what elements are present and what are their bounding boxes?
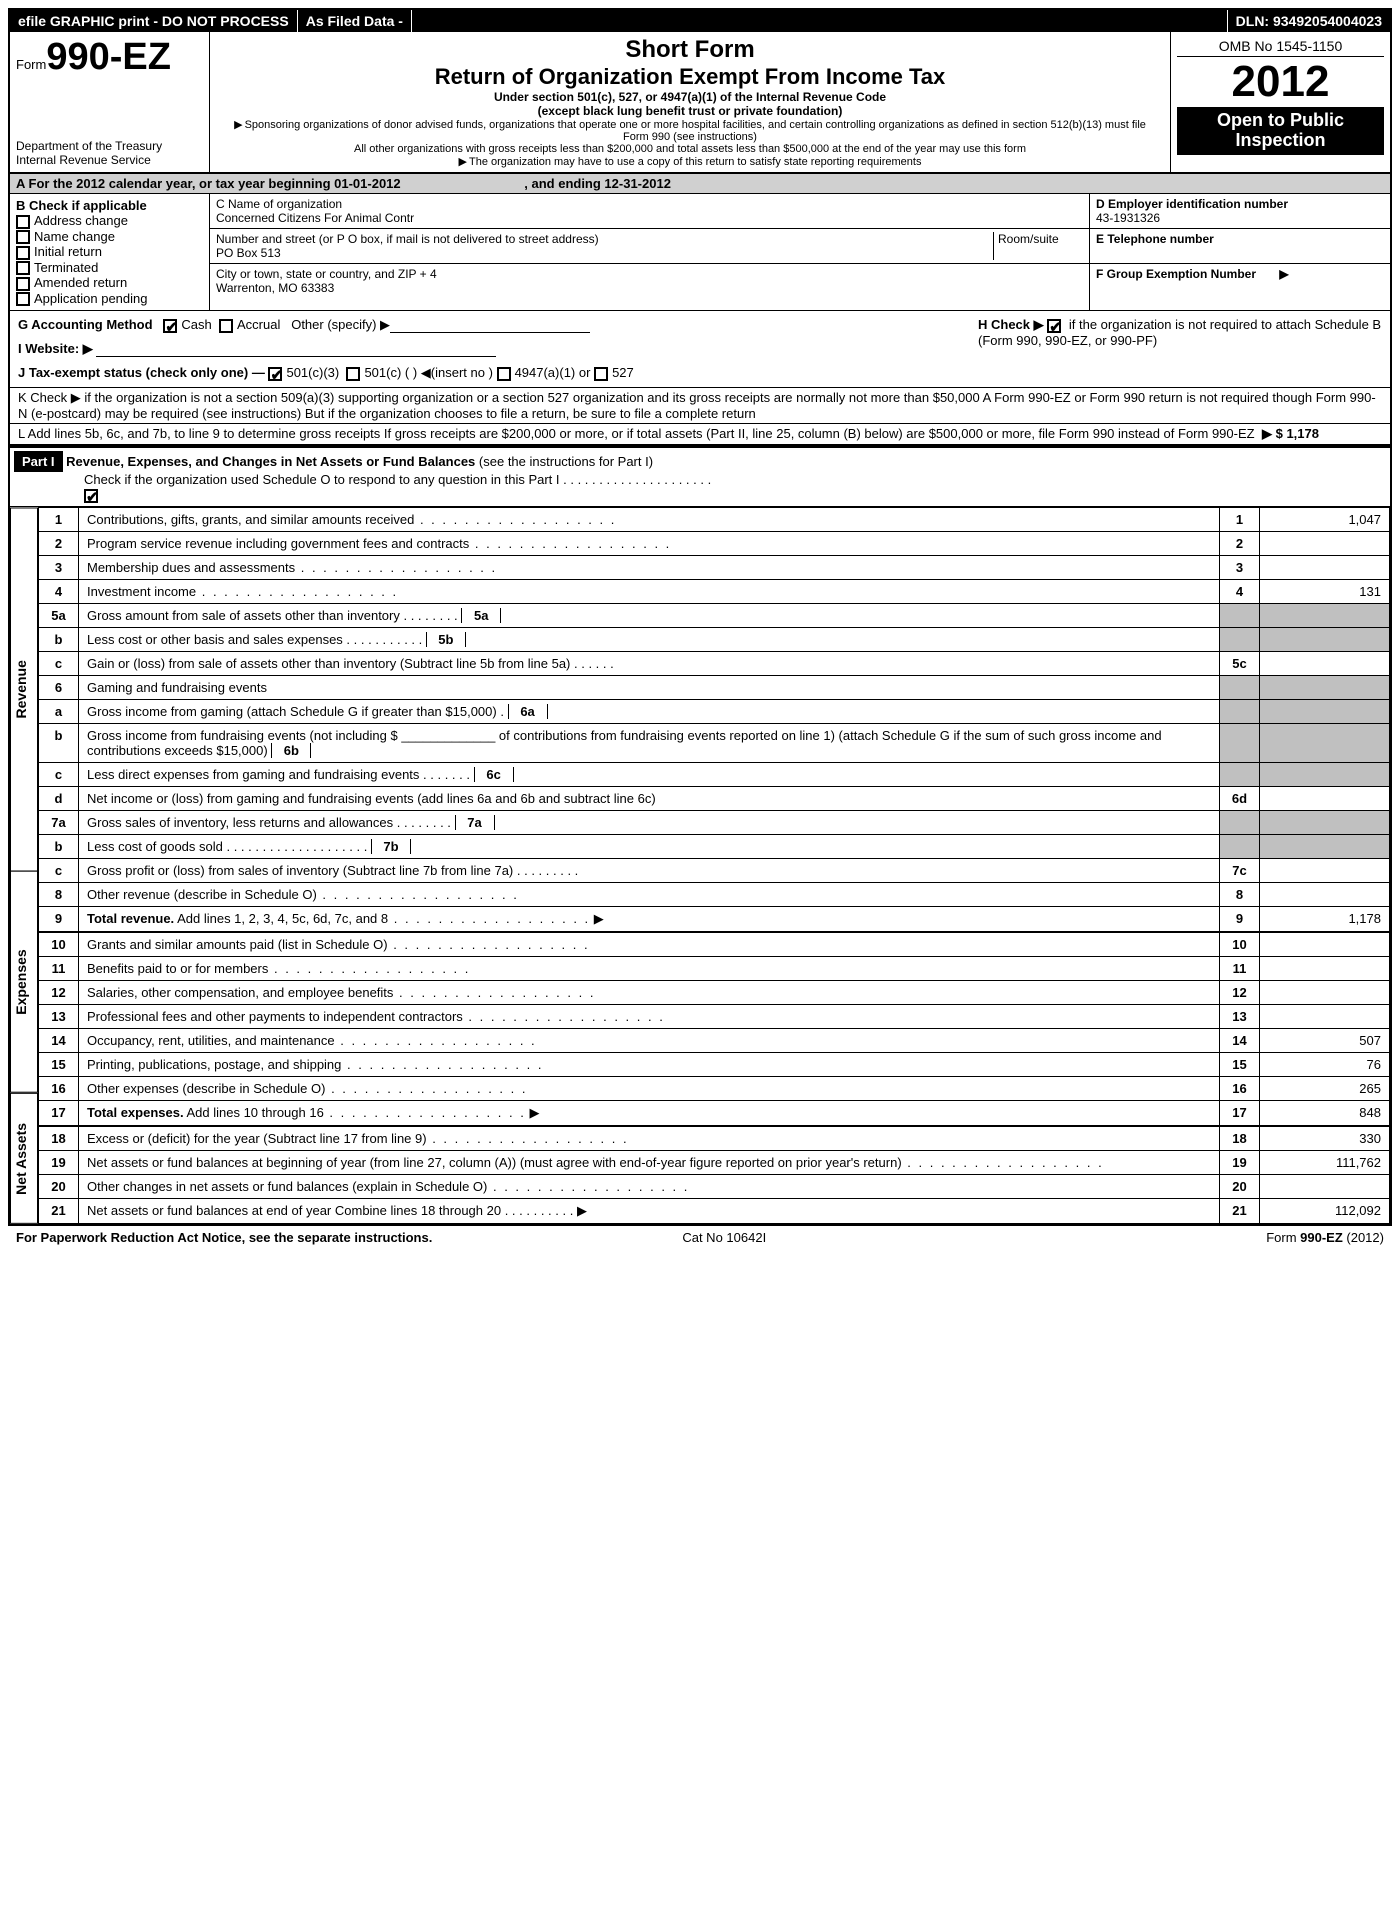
short-form: Short Form bbox=[220, 36, 1160, 64]
row-12: 12Salaries, other compensation, and empl… bbox=[39, 980, 1390, 1004]
sponsor-note: Sponsoring organizations of donor advise… bbox=[220, 118, 1160, 143]
row-6: 6Gaming and fundraising events bbox=[39, 675, 1390, 699]
header-row: Form990-EZ Department of the Treasury In… bbox=[10, 32, 1390, 174]
line-g: G Accounting Method Cash Accrual Other (… bbox=[10, 311, 970, 387]
hdr-mid: Short Form Return of Organization Exempt… bbox=[210, 32, 1170, 172]
gh-row: G Accounting Method Cash Accrual Other (… bbox=[10, 311, 1390, 388]
row-13: 13Professional fees and other payments t… bbox=[39, 1004, 1390, 1028]
revenue-label: Revenue bbox=[10, 507, 38, 871]
form-number: Form990-EZ bbox=[16, 36, 203, 79]
cb-h[interactable] bbox=[1047, 319, 1061, 333]
part1-label: Part I bbox=[14, 451, 63, 472]
col-b: B Check if applicable Address change Nam… bbox=[10, 194, 210, 310]
row-6c: cLess direct expenses from gaming and fu… bbox=[39, 762, 1390, 786]
hdr-right: OMB No 1545-1150 2012 Open to Public Ins… bbox=[1170, 32, 1390, 172]
info-grid: B Check if applicable Address change Nam… bbox=[10, 194, 1390, 311]
line-i: I Website: ▶ bbox=[18, 341, 962, 357]
part1-check: Check if the organization used Schedule … bbox=[14, 472, 1386, 503]
row-17: 17Total expenses. Add lines 10 through 1… bbox=[39, 1100, 1390, 1126]
org-name-cell: C Name of organization Concerned Citizen… bbox=[210, 194, 1089, 229]
cb-initial: Initial return bbox=[16, 244, 203, 260]
cb-terminated: Terminated bbox=[16, 260, 203, 276]
row-9: 9Total revenue. Add lines 1, 2, 3, 4, 5c… bbox=[39, 906, 1390, 932]
cb-cash[interactable] bbox=[163, 319, 177, 333]
section-a: A For the 2012 calendar year, or tax yea… bbox=[10, 174, 1390, 194]
part1-title: Revenue, Expenses, and Changes in Net As… bbox=[66, 454, 475, 469]
row-21: 21Net assets or fund balances at end of … bbox=[39, 1198, 1390, 1223]
main-table: Revenue Expenses Net Assets 1Contributio… bbox=[10, 507, 1390, 1224]
cb-amended: Amended return bbox=[16, 275, 203, 291]
cb-accrual[interactable] bbox=[219, 319, 233, 333]
footer: For Paperwork Reduction Act Notice, see … bbox=[8, 1226, 1392, 1249]
row-6a: aGross income from gaming (attach Schedu… bbox=[39, 699, 1390, 723]
hdr-left: Form990-EZ Department of the Treasury In… bbox=[10, 32, 210, 172]
form-container: efile GRAPHIC print - DO NOT PROCESS As … bbox=[8, 8, 1392, 1226]
sub2: (except black lung benefit trust or priv… bbox=[220, 104, 1160, 118]
row-2: 2Program service revenue including gover… bbox=[39, 531, 1390, 555]
phone-cell: E Telephone number bbox=[1090, 229, 1390, 264]
topbar: efile GRAPHIC print - DO NOT PROCESS As … bbox=[10, 10, 1390, 32]
data-table: 1Contributions, gifts, grants, and simil… bbox=[38, 507, 1390, 1224]
row-7a: 7aGross sales of inventory, less returns… bbox=[39, 810, 1390, 834]
line-j: J Tax-exempt status (check only one) — 5… bbox=[18, 365, 962, 381]
row-3: 3Membership dues and assessments3 bbox=[39, 555, 1390, 579]
blank-cell bbox=[412, 10, 1228, 32]
row-7b: bLess cost of goods sold . . . . . . . .… bbox=[39, 834, 1390, 858]
row-5b: bLess cost or other basis and sales expe… bbox=[39, 627, 1390, 651]
netassets-label: Net Assets bbox=[10, 1093, 38, 1224]
allother-note: All other organizations with gross recei… bbox=[220, 143, 1160, 155]
row-15: 15Printing, publications, postage, and s… bbox=[39, 1052, 1390, 1076]
efile-label: efile GRAPHIC print - DO NOT PROCESS bbox=[10, 10, 298, 32]
row-5a: 5aGross amount from sale of assets other… bbox=[39, 603, 1390, 627]
row-7c: cGross profit or (loss) from sales of in… bbox=[39, 858, 1390, 882]
dept2: Internal Revenue Service bbox=[16, 153, 203, 167]
row-11: 11Benefits paid to or for members11 bbox=[39, 956, 1390, 980]
year: 2012 bbox=[1177, 57, 1384, 107]
row-18: 18Excess or (deficit) for the year (Subt… bbox=[39, 1126, 1390, 1151]
line-k: K Check ▶ if the organization is not a s… bbox=[10, 388, 1390, 424]
group-cell: F Group Exemption Number ▶ bbox=[1090, 264, 1390, 284]
sub1: Under section 501(c), 527, or 4947(a)(1)… bbox=[220, 90, 1160, 104]
footer-left: For Paperwork Reduction Act Notice, see … bbox=[16, 1230, 432, 1245]
col-c: C Name of organization Concerned Citizen… bbox=[210, 194, 1090, 310]
row-16: 16Other expenses (describe in Schedule O… bbox=[39, 1076, 1390, 1100]
row-4: 4Investment income4131 bbox=[39, 579, 1390, 603]
row-20: 20Other changes in net assets or fund ba… bbox=[39, 1174, 1390, 1198]
row-10: 10Grants and similar amounts paid (list … bbox=[39, 932, 1390, 957]
open-public: Open to Public Inspection bbox=[1177, 107, 1384, 155]
expenses-label: Expenses bbox=[10, 871, 38, 1093]
cb-address: Address change bbox=[16, 213, 203, 229]
dln: DLN: 93492054004023 bbox=[1228, 10, 1390, 32]
omb: OMB No 1545-1150 bbox=[1177, 36, 1384, 57]
side-labels: Revenue Expenses Net Assets bbox=[10, 507, 38, 1224]
row-19: 19Net assets or fund balances at beginni… bbox=[39, 1150, 1390, 1174]
cb-pending: Application pending bbox=[16, 291, 203, 307]
asfiled-label: As Filed Data - bbox=[298, 10, 412, 32]
row-14: 14Occupancy, rent, utilities, and mainte… bbox=[39, 1028, 1390, 1052]
line-h: H Check ▶ if the organization is not req… bbox=[970, 311, 1390, 387]
row-8: 8Other revenue (describe in Schedule O)8 bbox=[39, 882, 1390, 906]
row-6d: dNet income or (loss) from gaming and fu… bbox=[39, 786, 1390, 810]
footer-mid: Cat No 10642I bbox=[682, 1230, 766, 1245]
street-cell: Number and street (or P O box, if mail i… bbox=[210, 229, 1089, 264]
col-b-header: B Check if applicable bbox=[16, 198, 203, 213]
city-cell: City or town, state or country, and ZIP … bbox=[210, 264, 1089, 298]
col-de: D Employer identification number 43-1931… bbox=[1090, 194, 1390, 310]
dept1: Department of the Treasury bbox=[16, 139, 203, 153]
row-1: 1Contributions, gifts, grants, and simil… bbox=[39, 507, 1390, 531]
cb-name: Name change bbox=[16, 229, 203, 245]
part1-header: Part I Revenue, Expenses, and Changes in… bbox=[10, 446, 1390, 507]
line-l: L Add lines 5b, 6c, and 7b, to line 9 to… bbox=[10, 424, 1390, 446]
footer-right: Form 990-EZ (2012) bbox=[1266, 1230, 1384, 1245]
copy-note: The organization may have to use a copy … bbox=[220, 155, 1160, 168]
ein-cell: D Employer identification number 43-1931… bbox=[1090, 194, 1390, 229]
main-title: Return of Organization Exempt From Incom… bbox=[220, 64, 1160, 90]
row-5c: cGain or (loss) from sale of assets othe… bbox=[39, 651, 1390, 675]
row-6b: bGross income from fundraising events (n… bbox=[39, 723, 1390, 762]
